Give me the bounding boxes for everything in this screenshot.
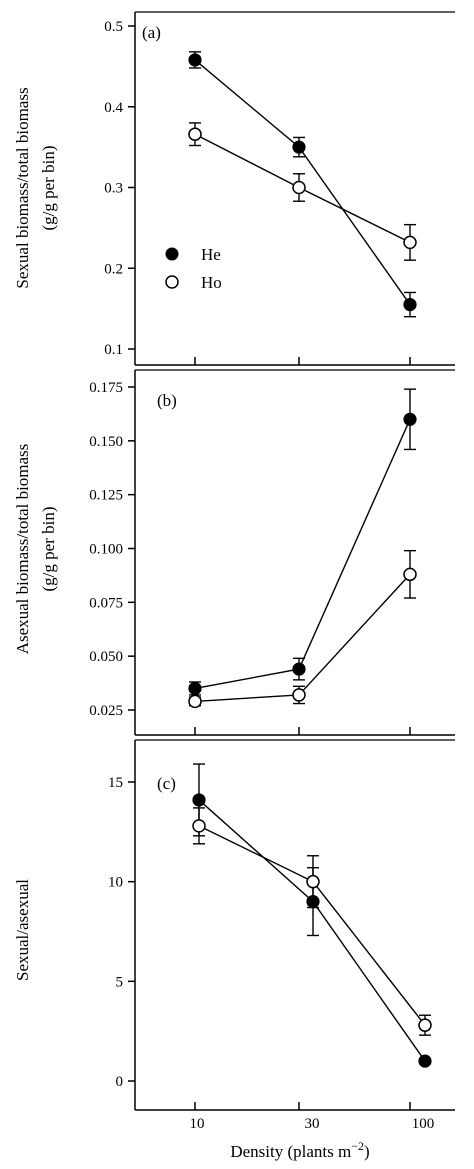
y-axis-title: Sexual/asexual bbox=[13, 879, 32, 981]
y-tick-label: 0 bbox=[116, 1074, 124, 1090]
y-tick-label: 0.4 bbox=[104, 100, 123, 116]
y-tick-label: 15 bbox=[108, 775, 123, 791]
x-tick-label: 30 bbox=[305, 1116, 320, 1132]
point-he bbox=[192, 793, 206, 807]
y-axis-subtitle: (g/g per bin) bbox=[39, 507, 58, 592]
y-tick-label: 10 bbox=[108, 875, 123, 891]
x-tick-label: 10 bbox=[190, 1116, 205, 1132]
series-line-he bbox=[198, 799, 426, 1062]
panel-b: 0.025 0.050 0.075 0.100 0.125 0.150 0.175 (b) As… bbox=[13, 369, 455, 736]
point-ho bbox=[188, 694, 202, 709]
y-tick-label: 0.3 bbox=[104, 181, 123, 197]
y-tick-label: 0.150 bbox=[89, 434, 123, 450]
y-tick-label: 0.175 bbox=[89, 380, 123, 396]
y-tick-label: 0.125 bbox=[89, 488, 123, 504]
panel-c: 0 5 10 15 (c) Sexual/asexual bbox=[13, 739, 455, 1111]
y-tick-label: 5 bbox=[116, 974, 124, 990]
point-ho bbox=[292, 688, 306, 702]
x-axis: 10 30 100 Density (plants m−2) bbox=[190, 1116, 435, 1161]
y-axis-title: Sexual biomass/total biomass bbox=[13, 87, 32, 288]
point-he bbox=[403, 297, 417, 312]
y-axis-subtitle: (g/g per bin) bbox=[39, 146, 58, 231]
x-tick-label: 100 bbox=[412, 1116, 435, 1132]
point-he bbox=[188, 53, 202, 67]
x-axis-title-main: Density (plants m bbox=[230, 1142, 351, 1161]
point-ho bbox=[418, 1018, 432, 1032]
series-line-he bbox=[194, 419, 411, 690]
panel-label: (c) bbox=[157, 774, 176, 793]
legend: He Ho bbox=[165, 245, 222, 292]
x-axis-title-superscript: −2 bbox=[351, 1139, 364, 1153]
panel-a: 0.1 0.2 0.3 0.4 0.5 (a) Sexual biomass/total b… bbox=[13, 11, 455, 366]
legend-label-ho: Ho bbox=[201, 273, 222, 292]
y-tick-label: 0.050 bbox=[89, 649, 123, 665]
y-tick-label: 0.2 bbox=[104, 261, 123, 277]
point-he bbox=[418, 1054, 432, 1068]
point-ho bbox=[306, 874, 320, 889]
y-tick-label: 0.075 bbox=[89, 595, 123, 611]
point-ho bbox=[403, 235, 417, 250]
point-ho bbox=[403, 567, 417, 582]
x-axis-title-close: ) bbox=[364, 1142, 370, 1161]
legend-label-he: He bbox=[201, 245, 221, 264]
point-he bbox=[292, 140, 306, 154]
y-axis-title: Asexual biomass/total biomass bbox=[13, 444, 32, 655]
point-ho bbox=[192, 819, 206, 833]
panel-label: (b) bbox=[157, 391, 177, 410]
point-ho bbox=[292, 180, 306, 195]
y-tick-label: 0.5 bbox=[104, 19, 123, 35]
legend-marker-ho bbox=[165, 275, 179, 289]
point-ho bbox=[188, 127, 202, 141]
y-tick-label: 0.025 bbox=[89, 703, 123, 719]
point-he bbox=[403, 412, 417, 426]
x-axis-title: Density (plants m−2) bbox=[230, 1139, 369, 1161]
panel-label: (a) bbox=[142, 23, 161, 42]
point-he bbox=[292, 662, 306, 676]
legend-marker-he bbox=[165, 247, 179, 261]
y-tick-label: 0.1 bbox=[104, 342, 123, 358]
y-tick-label: 0.100 bbox=[89, 542, 123, 558]
point-he bbox=[188, 681, 202, 696]
